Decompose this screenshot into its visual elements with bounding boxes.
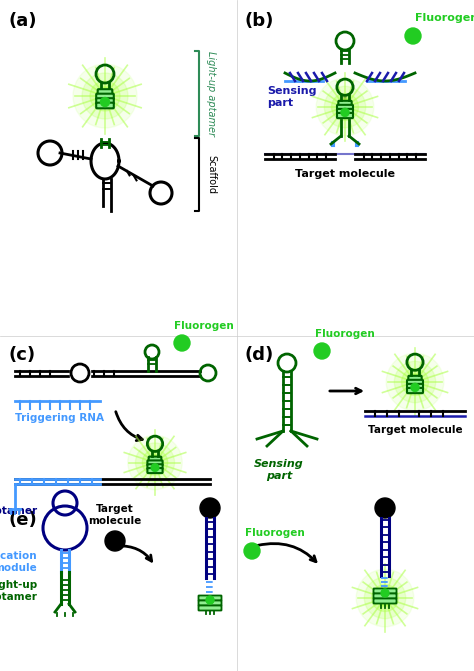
FancyBboxPatch shape — [147, 468, 163, 473]
FancyBboxPatch shape — [337, 105, 353, 110]
Circle shape — [365, 577, 406, 619]
Text: Fluorogen: Fluorogen — [415, 13, 474, 23]
Circle shape — [405, 28, 421, 44]
Circle shape — [100, 97, 109, 107]
Circle shape — [372, 584, 399, 611]
Circle shape — [54, 492, 76, 514]
Circle shape — [401, 368, 428, 395]
Circle shape — [128, 435, 182, 490]
Circle shape — [39, 142, 61, 164]
FancyBboxPatch shape — [408, 376, 422, 381]
FancyBboxPatch shape — [147, 464, 163, 469]
Text: Fluorogen: Fluorogen — [315, 329, 375, 339]
Circle shape — [314, 343, 330, 359]
FancyBboxPatch shape — [338, 101, 352, 106]
Circle shape — [206, 596, 214, 604]
Text: (e): (e) — [8, 511, 37, 529]
Circle shape — [341, 108, 349, 117]
FancyBboxPatch shape — [96, 103, 114, 108]
Circle shape — [316, 79, 374, 136]
Text: Light-up aptamer: Light-up aptamer — [206, 51, 216, 136]
Text: Sensing
part: Sensing part — [267, 86, 317, 107]
Circle shape — [90, 81, 120, 111]
FancyBboxPatch shape — [407, 384, 423, 389]
Circle shape — [377, 590, 393, 606]
FancyBboxPatch shape — [149, 456, 161, 462]
Circle shape — [72, 365, 88, 381]
FancyBboxPatch shape — [337, 113, 353, 118]
Circle shape — [151, 464, 159, 472]
Text: Light-up
aptamer: Light-up aptamer — [0, 580, 37, 602]
Text: Target molecule: Target molecule — [295, 169, 395, 179]
FancyBboxPatch shape — [407, 380, 423, 385]
Circle shape — [142, 450, 168, 475]
FancyBboxPatch shape — [199, 595, 221, 601]
FancyBboxPatch shape — [407, 388, 423, 393]
Circle shape — [337, 99, 353, 115]
Circle shape — [337, 33, 353, 49]
FancyBboxPatch shape — [199, 601, 221, 605]
Circle shape — [200, 498, 220, 518]
FancyBboxPatch shape — [147, 460, 163, 466]
Circle shape — [174, 335, 190, 351]
Text: Sensing
part: Sensing part — [254, 459, 304, 480]
Circle shape — [386, 353, 444, 411]
FancyBboxPatch shape — [374, 588, 396, 594]
FancyBboxPatch shape — [96, 94, 114, 99]
FancyBboxPatch shape — [374, 594, 396, 599]
Text: Fluorogen: Fluorogen — [245, 528, 305, 538]
Circle shape — [279, 355, 295, 371]
Text: (b): (b) — [245, 12, 274, 30]
Polygon shape — [91, 143, 119, 179]
Circle shape — [44, 507, 86, 549]
Circle shape — [136, 443, 174, 482]
Text: Scaffold: Scaffold — [206, 155, 216, 194]
Text: (d): (d) — [245, 346, 274, 364]
Circle shape — [411, 383, 419, 391]
Circle shape — [146, 346, 158, 358]
Circle shape — [394, 361, 436, 403]
FancyBboxPatch shape — [96, 98, 114, 104]
Text: Triggering RNA: Triggering RNA — [15, 413, 104, 423]
Text: Communication
module: Communication module — [0, 551, 37, 573]
FancyBboxPatch shape — [98, 89, 112, 95]
Text: (a): (a) — [8, 12, 36, 30]
Circle shape — [331, 93, 358, 121]
Text: Target
molecule: Target molecule — [88, 505, 142, 526]
Circle shape — [381, 589, 389, 597]
Circle shape — [407, 374, 423, 390]
Circle shape — [147, 455, 163, 470]
Text: (c): (c) — [8, 346, 35, 364]
FancyBboxPatch shape — [374, 599, 396, 603]
Circle shape — [324, 87, 366, 127]
Circle shape — [105, 531, 125, 551]
FancyBboxPatch shape — [199, 605, 221, 611]
FancyBboxPatch shape — [337, 109, 353, 114]
Text: Sensing aptamer: Sensing aptamer — [0, 506, 37, 516]
Text: Target molecule: Target molecule — [368, 425, 462, 435]
Circle shape — [82, 73, 128, 119]
Circle shape — [151, 183, 171, 203]
Circle shape — [356, 569, 414, 627]
Circle shape — [244, 543, 260, 559]
Text: Fluorogen: Fluorogen — [174, 321, 234, 331]
Circle shape — [375, 498, 395, 518]
Circle shape — [96, 87, 114, 105]
Circle shape — [73, 64, 137, 128]
